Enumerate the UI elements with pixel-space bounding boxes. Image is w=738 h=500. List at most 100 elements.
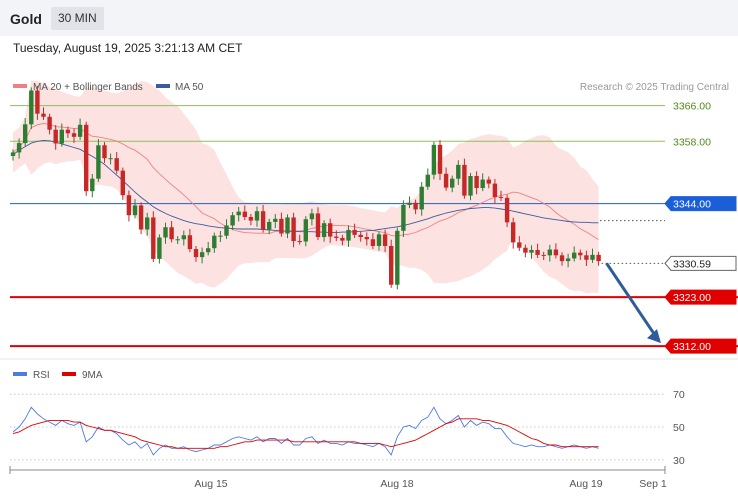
candle[interactable]: [151, 211, 156, 262]
candle[interactable]: [340, 234, 345, 246]
candle[interactable]: [65, 126, 71, 138]
resistance-level-label: 3358.00: [673, 136, 711, 148]
candle[interactable]: [138, 202, 144, 235]
candle[interactable]: [157, 234, 162, 264]
candle[interactable]: [498, 190, 504, 201]
candle[interactable]: [242, 205, 247, 221]
candle[interactable]: [260, 204, 266, 233]
candle[interactable]: [230, 212, 235, 231]
candle[interactable]: [47, 113, 52, 135]
candle[interactable]: [578, 249, 583, 260]
candle[interactable]: [248, 213, 254, 226]
candle[interactable]: [297, 234, 302, 245]
candle[interactable]: [413, 199, 418, 215]
candle[interactable]: [90, 174, 95, 198]
candle[interactable]: [358, 231, 363, 242]
candle[interactable]: [474, 171, 479, 195]
candle[interactable]: [102, 142, 107, 163]
candle[interactable]: [187, 229, 193, 253]
candle[interactable]: [529, 245, 534, 259]
candle[interactable]: [346, 225, 351, 247]
candle[interactable]: [193, 245, 199, 262]
candle[interactable]: [41, 107, 46, 120]
candle[interactable]: [53, 125, 58, 150]
candle[interactable]: [584, 250, 589, 266]
candle[interactable]: [328, 218, 333, 243]
candle[interactable]: [553, 243, 559, 259]
candle[interactable]: [254, 206, 260, 227]
candle[interactable]: [468, 172, 473, 201]
candle[interactable]: [35, 85, 40, 120]
candle[interactable]: [108, 153, 113, 165]
candle[interactable]: [23, 118, 28, 147]
candle[interactable]: [267, 218, 272, 235]
candle[interactable]: [370, 233, 376, 250]
candle[interactable]: [315, 207, 321, 241]
candle[interactable]: [456, 160, 461, 185]
candle[interactable]: [303, 216, 308, 247]
candle[interactable]: [199, 247, 205, 264]
candle[interactable]: [523, 244, 528, 258]
candle[interactable]: [218, 231, 223, 242]
candle[interactable]: [382, 229, 388, 253]
candle[interactable]: [16, 138, 22, 159]
candle[interactable]: [59, 123, 64, 147]
candle[interactable]: [29, 87, 34, 130]
candle[interactable]: [504, 194, 510, 228]
candle[interactable]: [132, 199, 138, 219]
candle[interactable]: [309, 208, 315, 226]
candle[interactable]: [572, 246, 577, 262]
candle[interactable]: [273, 214, 278, 229]
candle[interactable]: [212, 232, 217, 253]
candle[interactable]: [114, 151, 119, 174]
timeframe-badge[interactable]: 30 MIN: [51, 7, 104, 30]
candle[interactable]: [334, 230, 339, 242]
candle[interactable]: [169, 221, 174, 243]
candle[interactable]: [407, 196, 412, 209]
candle[interactable]: [431, 141, 437, 180]
candle[interactable]: [291, 212, 296, 248]
candle[interactable]: [77, 118, 83, 140]
candle[interactable]: [450, 175, 455, 193]
candle[interactable]: [279, 212, 284, 237]
candle[interactable]: [84, 121, 89, 196]
candle[interactable]: [96, 139, 101, 182]
candle[interactable]: [352, 223, 357, 238]
candle[interactable]: [541, 251, 546, 260]
candle[interactable]: [462, 158, 467, 199]
candle[interactable]: [559, 252, 565, 266]
candle[interactable]: [321, 220, 327, 242]
candle[interactable]: [425, 168, 430, 190]
candle[interactable]: [401, 200, 406, 238]
candle[interactable]: [145, 212, 150, 236]
candle[interactable]: [224, 219, 229, 239]
candle[interactable]: [486, 176, 491, 189]
candle[interactable]: [535, 243, 540, 258]
candle[interactable]: [443, 167, 449, 191]
candle[interactable]: [376, 231, 382, 251]
candle[interactable]: [120, 167, 125, 200]
candle[interactable]: [437, 140, 443, 181]
candle[interactable]: [163, 222, 168, 244]
candle[interactable]: [10, 149, 16, 161]
candle[interactable]: [285, 214, 290, 239]
candle[interactable]: [71, 128, 77, 144]
candle[interactable]: [236, 206, 241, 222]
candle[interactable]: [480, 173, 485, 192]
candle[interactable]: [596, 251, 601, 266]
candle[interactable]: [126, 190, 132, 222]
candle[interactable]: [511, 217, 516, 249]
candle[interactable]: [395, 227, 400, 290]
candle[interactable]: [492, 178, 498, 204]
candle[interactable]: [590, 248, 595, 263]
candle[interactable]: [389, 239, 394, 288]
candle[interactable]: [547, 244, 552, 262]
candle[interactable]: [419, 182, 424, 216]
candle[interactable]: [565, 253, 571, 268]
candle[interactable]: [175, 236, 180, 244]
candle[interactable]: [364, 232, 369, 246]
candle[interactable]: [517, 236, 522, 251]
candle[interactable]: [181, 230, 186, 246]
candle[interactable]: [206, 241, 211, 256]
